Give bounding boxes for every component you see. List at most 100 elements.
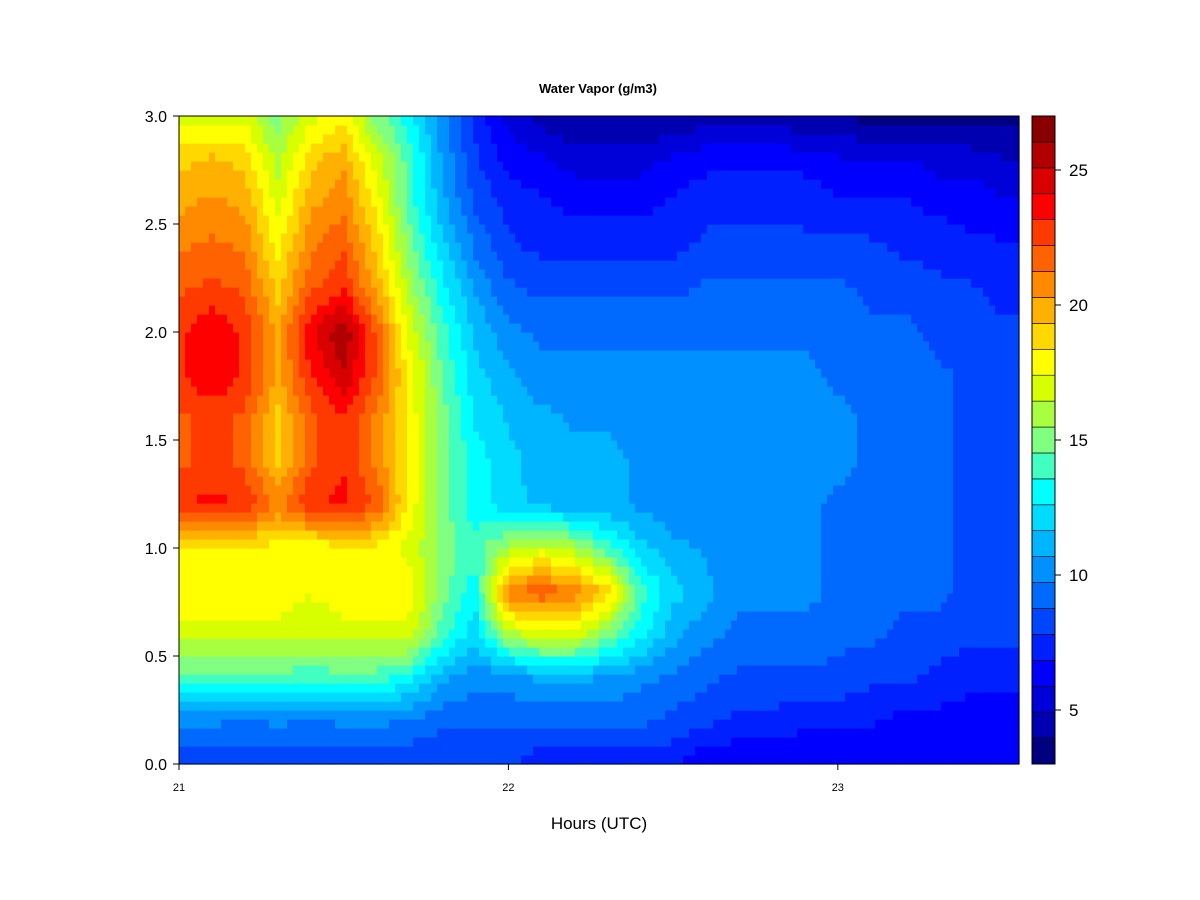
heatmap-cell <box>725 638 732 648</box>
heatmap-cell <box>587 620 594 630</box>
heatmap-cell <box>485 737 492 747</box>
heatmap-cell <box>425 638 432 648</box>
heatmap-cell <box>329 755 336 765</box>
heatmap-cell <box>953 539 960 549</box>
heatmap-cell <box>221 521 228 531</box>
heatmap-cell <box>473 530 480 540</box>
heatmap-cell <box>233 566 240 576</box>
heatmap-cell <box>317 737 324 747</box>
heatmap-cell <box>257 611 264 621</box>
heatmap-cell <box>989 557 996 567</box>
heatmap-cell <box>287 476 294 486</box>
heatmap-cell <box>389 503 396 513</box>
heatmap-cell <box>743 602 750 612</box>
heatmap-cell <box>311 746 318 756</box>
heatmap-cell <box>797 557 804 567</box>
heatmap-cell <box>815 458 822 468</box>
heatmap-cell <box>251 539 258 549</box>
heatmap-cell <box>569 665 576 675</box>
heatmap-cell <box>869 557 876 567</box>
heatmap-cell <box>401 638 408 648</box>
heatmap-cell <box>845 521 852 531</box>
heatmap-cell <box>809 737 816 747</box>
heatmap-cell <box>401 665 408 675</box>
heatmap-cell <box>821 647 828 657</box>
heatmap-cell <box>905 449 912 459</box>
heatmap-cell <box>905 701 912 711</box>
heatmap-cell <box>983 530 990 540</box>
heatmap-cell <box>965 548 972 558</box>
heatmap-cell <box>827 584 834 594</box>
heatmap-cell <box>1001 701 1008 711</box>
heatmap-cell <box>737 746 744 756</box>
heatmap-cell <box>845 458 852 468</box>
heatmap-cell <box>803 494 810 504</box>
heatmap-cell <box>557 503 564 513</box>
heatmap-cell <box>803 665 810 675</box>
heatmap-cell <box>971 458 978 468</box>
heatmap-cell <box>995 746 1002 756</box>
heatmap-cell <box>527 476 534 486</box>
heatmap-cell <box>341 737 348 747</box>
heatmap-cell <box>455 701 462 711</box>
heatmap-cell <box>407 665 414 675</box>
heatmap-cell <box>251 512 258 522</box>
heatmap-cell <box>893 683 900 693</box>
heatmap-cell <box>563 701 570 711</box>
heatmap-cell <box>347 692 354 702</box>
heatmap-cell <box>821 701 828 711</box>
heatmap-cell <box>359 629 366 639</box>
heatmap-cell <box>641 440 648 450</box>
heatmap-cell <box>929 593 936 603</box>
heatmap-cell <box>803 530 810 540</box>
heatmap-cell <box>779 638 786 648</box>
heatmap-cell <box>515 503 522 513</box>
heatmap-cell <box>677 746 684 756</box>
heatmap-cell <box>821 539 828 549</box>
heatmap-cell <box>329 539 336 549</box>
heatmap-cell <box>413 710 420 720</box>
heatmap-cell <box>851 755 858 765</box>
heatmap-cell <box>623 746 630 756</box>
heatmap-cell <box>569 593 576 603</box>
heatmap-cell <box>707 620 714 630</box>
heatmap-cell <box>953 755 960 765</box>
heatmap-cell <box>947 530 954 540</box>
heatmap-cell <box>941 656 948 666</box>
heatmap-cell <box>215 602 222 612</box>
heatmap-cell <box>251 530 258 540</box>
heatmap-cell <box>635 575 642 585</box>
heatmap-cell <box>317 530 324 540</box>
heatmap-cell <box>623 476 630 486</box>
heatmap-cell <box>431 503 438 513</box>
heatmap-cell <box>269 584 276 594</box>
heatmap-cell <box>989 611 996 621</box>
heatmap-cell <box>269 467 276 477</box>
heatmap-cell <box>851 665 858 675</box>
heatmap-cell <box>293 647 300 657</box>
heatmap-cell <box>395 476 402 486</box>
heatmap-cell <box>683 476 690 486</box>
heatmap-cell <box>959 638 966 648</box>
heatmap-cell <box>449 683 456 693</box>
heatmap-cell <box>311 440 318 450</box>
heatmap-cell <box>455 512 462 522</box>
heatmap-cell <box>641 494 648 504</box>
heatmap-cell <box>305 449 312 459</box>
heatmap-cell <box>881 449 888 459</box>
heatmap-cell <box>647 746 654 756</box>
heatmap-cell <box>509 647 516 657</box>
heatmap-cell <box>767 512 774 522</box>
heatmap-cell <box>515 593 522 603</box>
heatmap-cell <box>545 593 552 603</box>
heatmap-cell <box>515 647 522 657</box>
heatmap-cell <box>815 485 822 495</box>
heatmap-cell <box>359 467 366 477</box>
heatmap-cell <box>389 602 396 612</box>
heatmap-cell <box>275 638 282 648</box>
heatmap-cell <box>383 485 390 495</box>
heatmap-cell <box>701 728 708 738</box>
heatmap-cell <box>935 476 942 486</box>
heatmap-cell <box>965 494 972 504</box>
heatmap-cell <box>635 503 642 513</box>
